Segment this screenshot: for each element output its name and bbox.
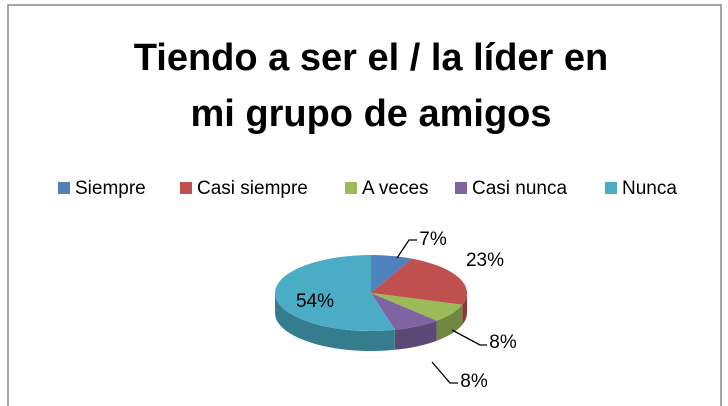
legend-label: A veces [362, 178, 429, 199]
legend-label: Siempre [75, 178, 146, 199]
data-label: 23% [466, 250, 504, 271]
pie-slice [371, 255, 412, 293]
legend-swatch [345, 182, 357, 194]
legend-swatch [455, 182, 467, 194]
leader-line [451, 329, 487, 346]
leader-line [396, 239, 417, 259]
legend-swatch [58, 182, 70, 194]
data-label: 8% [489, 332, 517, 353]
legend-swatch [605, 182, 617, 194]
leader-line [431, 361, 458, 384]
data-label: 7% [419, 229, 447, 250]
pie-slice [371, 258, 467, 305]
pie-slice [371, 293, 463, 321]
legend-label: Casi siempre [197, 178, 308, 199]
pie-slice [275, 255, 395, 331]
chart-title-line: Tiendo a ser el / la líder en [134, 37, 608, 79]
legend-label: Nunca [622, 178, 677, 199]
data-label: 8% [460, 371, 488, 392]
pie-wall [394, 320, 437, 350]
pie-wall [275, 293, 395, 352]
data-label: 54% [296, 291, 334, 312]
pie-slice [371, 293, 437, 330]
legend-swatch [180, 182, 192, 194]
pie-wall [462, 293, 467, 325]
chart-title-line: mi grupo de amigos [190, 93, 551, 135]
pie-wall [436, 304, 463, 341]
legend-label: Casi nunca [472, 178, 567, 199]
